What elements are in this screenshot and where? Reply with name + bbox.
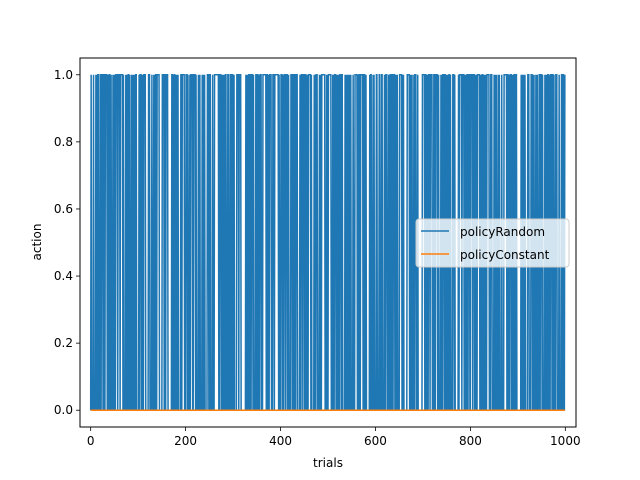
x-axis-label: trials	[313, 456, 343, 470]
x-tick-label: 0	[87, 434, 95, 448]
y-tick-label: 0.2	[54, 336, 73, 350]
legend-box	[415, 218, 570, 268]
y-axis-label: action	[30, 224, 44, 261]
x-axis-ticks: 0 200 400 600 800 1000	[87, 427, 581, 448]
y-tick-label: 0.8	[54, 135, 73, 149]
y-tick-label: 0.0	[54, 403, 73, 417]
x-tick-label: 800	[459, 434, 482, 448]
y-tick-label: 0.6	[54, 202, 73, 216]
y-axis-ticks: 0.0 0.2 0.4 0.6 0.8 1.0	[54, 68, 80, 417]
x-tick-label: 400	[269, 434, 292, 448]
legend-label-policyRandom: policyRandom	[460, 225, 545, 239]
x-tick-label: 1000	[550, 434, 581, 448]
legend: policyRandom policyConstant	[415, 218, 570, 268]
x-tick-label: 200	[174, 434, 197, 448]
y-tick-label: 1.0	[54, 68, 73, 82]
y-tick-label: 0.4	[54, 269, 73, 283]
plot-frame	[79, 57, 577, 428]
x-tick-label: 600	[364, 434, 387, 448]
legend-label-policyConstant: policyConstant	[460, 248, 550, 262]
